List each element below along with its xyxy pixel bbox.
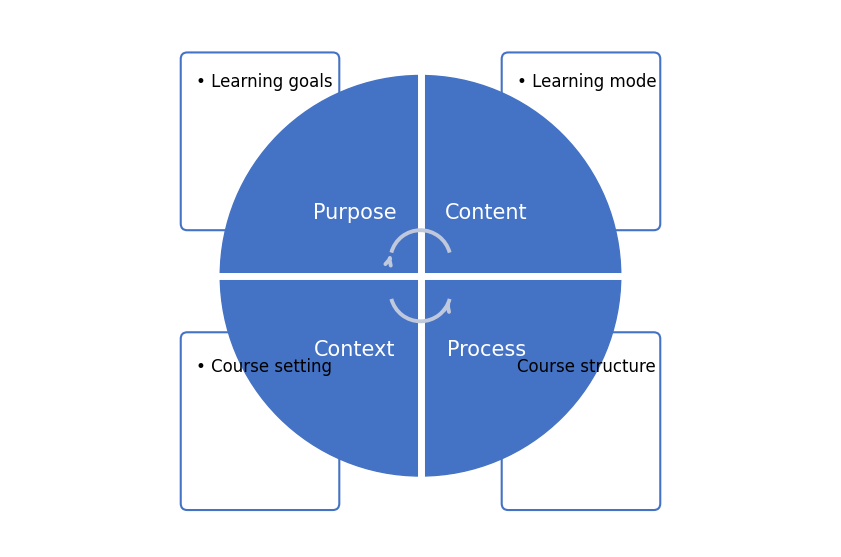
Text: • Learning goals: • Learning goals (196, 73, 332, 91)
Text: Process: Process (447, 340, 526, 360)
Text: • Course setting: • Course setting (196, 358, 331, 376)
Text: Course structure: Course structure (516, 358, 655, 376)
Text: Context: Context (314, 340, 395, 360)
FancyBboxPatch shape (502, 333, 660, 510)
Text: • Learning mode: • Learning mode (516, 73, 656, 91)
FancyBboxPatch shape (181, 333, 339, 510)
Circle shape (220, 76, 621, 476)
FancyBboxPatch shape (181, 52, 339, 230)
FancyBboxPatch shape (502, 52, 660, 230)
Text: Purpose: Purpose (313, 203, 396, 223)
Text: Content: Content (445, 203, 527, 223)
